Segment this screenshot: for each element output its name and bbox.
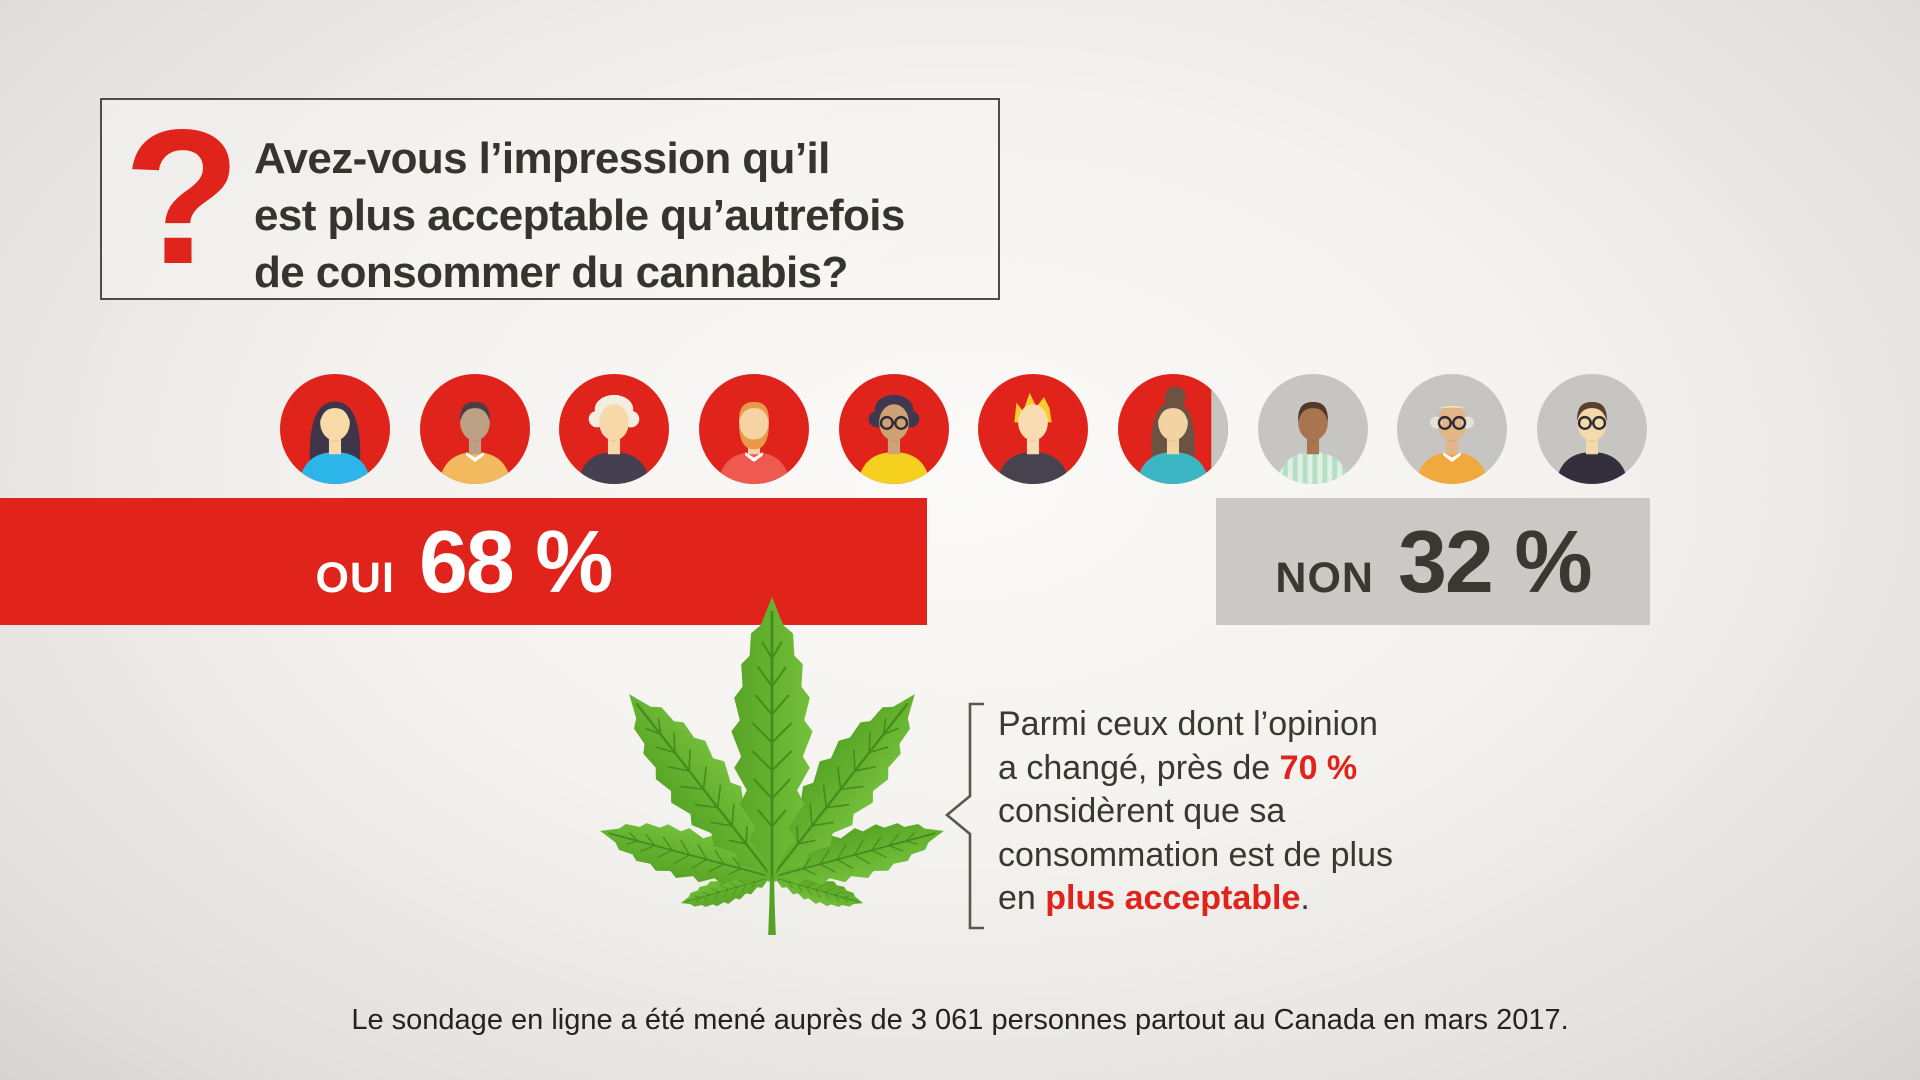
yes-value: 68 % [418, 511, 614, 611]
question-line-3: de consommer du cannabis? [254, 248, 848, 297]
person-avatar-icon [1258, 374, 1368, 484]
person-avatar-icon [699, 374, 809, 484]
person-avatar-icon [420, 374, 530, 484]
question-line-1: Avez-vous l’impression qu’il [254, 134, 830, 183]
question-box: ? Avez-vous l’impression qu’il est plus … [100, 94, 1000, 301]
yes-bar-label: OUI 68 % [315, 511, 614, 613]
no-bar: NON 32 % [1216, 498, 1650, 625]
no-label: NON [1275, 553, 1374, 602]
person-avatar-icon [1118, 374, 1228, 484]
person-avatar-icon [559, 374, 669, 484]
callout-line: en plus acceptable. [998, 879, 1310, 917]
person-avatar-icon [1397, 374, 1507, 484]
person-avatar-icon [280, 374, 390, 484]
person-avatar-icon [1537, 374, 1647, 484]
question-mark-icon: ? [123, 89, 241, 304]
yes-label: OUI [315, 553, 395, 602]
person-avatar-icon [978, 374, 1088, 484]
footnote: Le sondage en ligne a été mené auprès de… [351, 1004, 1569, 1036]
no-value: 32 % [1397, 511, 1593, 611]
person-avatar-icon [839, 374, 949, 484]
callout-line: a changé, près de 70 % [998, 748, 1358, 787]
callout-line: Parmi ceux dont l’opinion [998, 705, 1378, 743]
callout-line: considèrent que sa [998, 792, 1286, 830]
no-bar-label: NON 32 % [1275, 511, 1593, 613]
callout-bracket-icon [944, 702, 984, 930]
question-line-2: est plus acceptable qu’autrefois [254, 191, 905, 240]
cannabis-leaf-icon [592, 595, 952, 935]
callout-line: consommation est de plus [998, 835, 1393, 874]
question-text: Avez-vous l’impression qu’il est plus ac… [254, 130, 905, 301]
callout-text: Parmi ceux dont l’opinion a changé, près … [998, 703, 1458, 921]
